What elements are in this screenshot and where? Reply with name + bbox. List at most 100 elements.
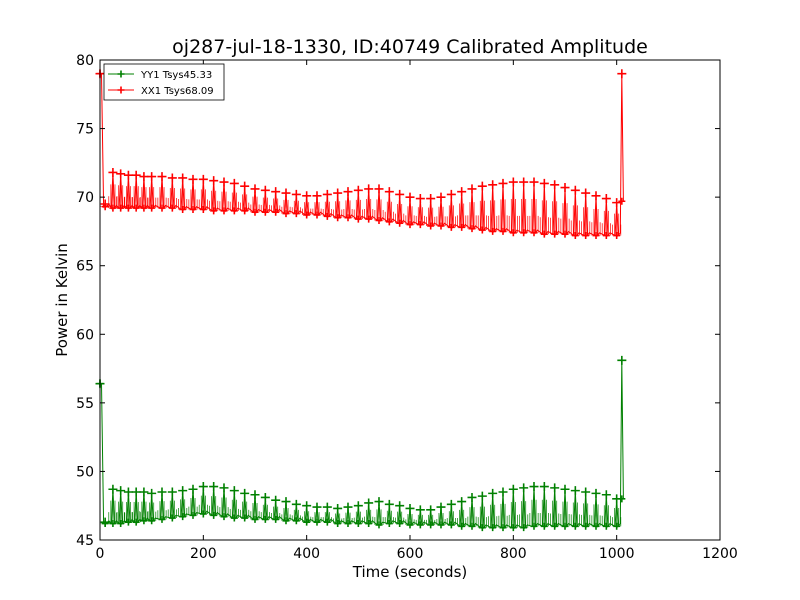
- data-point-high: [108, 167, 118, 177]
- data-point-high: [488, 488, 498, 498]
- data-point-low: [241, 514, 249, 522]
- data-point-low: [210, 511, 218, 519]
- data-point-high: [333, 503, 343, 513]
- data-point-low: [447, 223, 455, 231]
- data-point-low: [109, 520, 117, 528]
- data-point-low: [344, 214, 352, 222]
- data-point-low: [179, 205, 187, 213]
- data-point-low: [272, 515, 280, 523]
- data-point-high: [240, 181, 250, 191]
- data-point-high: [550, 180, 560, 190]
- legend-label: XX1 Tsys68.09: [141, 86, 214, 97]
- data-point-high: [591, 488, 601, 498]
- data-point-low: [344, 520, 352, 528]
- data-point-high: [384, 187, 394, 197]
- chart-title: oj287-jul-18-1330, ID:40749 Calibrated A…: [172, 36, 648, 58]
- data-point-high: [157, 172, 167, 182]
- data-point-high: [426, 505, 436, 515]
- y-tick-label: 70: [76, 190, 94, 206]
- legend-marker: [117, 70, 125, 78]
- data-point-high: [271, 187, 281, 197]
- data-point-high: [617, 69, 627, 79]
- data-point-high: [467, 184, 477, 194]
- data-point-low: [272, 208, 280, 216]
- x-axis-label: Time (seconds): [352, 563, 468, 581]
- data-point-low: [530, 229, 538, 237]
- data-point-low: [313, 518, 321, 526]
- data-point-low: [179, 513, 187, 521]
- data-point-low: [365, 215, 373, 223]
- y-tick-label: 60: [76, 327, 94, 343]
- data-point-high: [498, 487, 508, 497]
- data-point-high: [271, 495, 281, 505]
- data-point-high: [131, 487, 141, 497]
- data-point-low: [354, 215, 362, 223]
- y-tick-label: 80: [76, 53, 94, 69]
- data-point-low: [509, 524, 517, 532]
- data-point-low: [571, 232, 579, 240]
- data-point-low: [613, 522, 621, 530]
- data-point-high: [415, 194, 425, 204]
- data-point-low: [189, 511, 197, 519]
- data-point-high: [123, 170, 133, 180]
- data-point-high: [131, 170, 141, 180]
- data-point-low: [148, 517, 156, 525]
- legend-box: [103, 63, 225, 101]
- data-point-low: [478, 226, 486, 234]
- data-point-low: [132, 204, 140, 212]
- data-point-low: [365, 520, 373, 528]
- data-point-low: [385, 218, 393, 226]
- data-point-low: [592, 232, 600, 240]
- data-point-high: [123, 487, 133, 497]
- data-point-low: [396, 219, 404, 227]
- data-point-high: [260, 492, 270, 502]
- data-point-high: [570, 486, 580, 496]
- data-point-low: [447, 521, 455, 529]
- data-point-high: [477, 181, 487, 191]
- data-point-high: [343, 187, 353, 197]
- data-point-high: [364, 498, 374, 508]
- data-point-low: [427, 222, 435, 230]
- legend-label: YY1 Tsys45.33: [140, 70, 212, 81]
- data-point-high: [529, 177, 539, 187]
- data-point-low: [458, 223, 466, 231]
- data-point-low: [396, 520, 404, 528]
- data-point-low: [468, 225, 476, 233]
- data-point-low: [613, 232, 621, 240]
- data-point-low: [292, 210, 300, 218]
- y-tick-label: 50: [76, 464, 94, 480]
- x-tick-label: 400: [293, 546, 320, 562]
- data-point-high: [116, 486, 126, 496]
- data-point-high: [395, 501, 405, 511]
- data-point-high: [139, 172, 149, 182]
- data-point-high: [219, 483, 229, 493]
- data-point-low: [551, 522, 559, 530]
- data-point-high: [281, 188, 291, 198]
- data-point-high: [405, 503, 415, 513]
- data-point-high: [446, 499, 456, 509]
- data-point-low: [406, 221, 414, 229]
- data-point-low: [437, 222, 445, 230]
- data-point-low: [416, 521, 424, 529]
- data-point-low: [478, 524, 486, 532]
- data-point-low: [602, 232, 610, 240]
- data-point-low: [602, 522, 610, 530]
- data-point-high: [281, 497, 291, 507]
- data-point-low: [230, 514, 238, 522]
- data-point-high: [601, 194, 611, 204]
- data-point-low: [282, 210, 290, 218]
- data-point-high: [395, 189, 405, 199]
- data-point-low: [282, 517, 290, 525]
- data-point-low: [251, 208, 259, 216]
- data-point-high: [322, 502, 332, 512]
- data-point-low: [261, 208, 269, 216]
- data-point-high: [291, 189, 301, 199]
- data-point-high: [612, 198, 622, 208]
- data-point-low: [354, 520, 362, 528]
- data-point-low: [571, 522, 579, 530]
- data-point-high: [302, 191, 312, 201]
- data-point-high: [384, 499, 394, 509]
- data-point-high: [353, 185, 363, 195]
- data-point-low: [117, 204, 125, 212]
- data-point-high: [139, 487, 149, 497]
